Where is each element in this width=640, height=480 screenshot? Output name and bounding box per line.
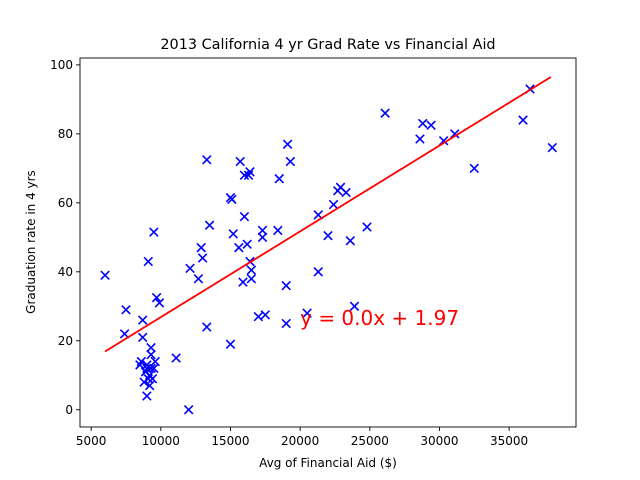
data-point <box>245 167 255 177</box>
x-tick-label: 5000 <box>76 434 107 448</box>
data-point <box>281 280 291 291</box>
x-axis: 5000 10000 15000 20000 25000 30000 35000 <box>76 427 528 448</box>
data-point <box>260 310 271 320</box>
data-point <box>146 363 156 374</box>
y-tick-label: 0 <box>65 403 73 417</box>
data-point <box>242 239 252 249</box>
data-point <box>137 315 148 325</box>
data-point <box>246 273 257 284</box>
plot-area <box>79 57 577 428</box>
y-tick-label: 80 <box>58 127 73 141</box>
data-point <box>415 134 425 144</box>
data-point <box>238 277 248 287</box>
x-tick-label: 15000 <box>211 434 249 448</box>
data-point <box>204 220 215 231</box>
chart-title: 2013 California 4 yr Grad Rate vs Financ… <box>160 37 495 53</box>
data-point <box>239 211 250 222</box>
data-point <box>426 120 436 131</box>
data-point <box>143 256 154 267</box>
y-axis-label: Graduation rate in 4 yrs <box>24 170 38 314</box>
data-point <box>147 373 158 384</box>
data-point <box>234 242 244 253</box>
y-tick-label: 60 <box>58 196 73 210</box>
data-point <box>100 270 110 281</box>
data-point <box>225 339 236 349</box>
data-point <box>323 230 333 241</box>
data-point <box>142 363 152 374</box>
data-point <box>137 332 148 343</box>
data-point <box>438 136 449 146</box>
data-point <box>146 349 156 360</box>
y-tick-label: 40 <box>58 265 73 279</box>
data-point <box>196 242 206 253</box>
data-point <box>349 301 360 312</box>
data-point <box>518 115 528 125</box>
data-point <box>328 199 339 210</box>
data-point <box>273 225 283 236</box>
data-point <box>185 263 195 274</box>
x-tick-label: 35000 <box>490 434 528 448</box>
data-point <box>171 353 181 363</box>
data-point <box>228 229 239 239</box>
data-points <box>100 84 558 415</box>
fit-equation-annotation: y = 0.0x + 1.97 <box>300 306 459 330</box>
y-tick-label: 20 <box>58 334 73 348</box>
data-point <box>154 298 165 308</box>
data-point <box>547 142 558 153</box>
x-tick-label: 25000 <box>351 434 389 448</box>
data-point <box>345 236 356 246</box>
data-point <box>281 318 291 329</box>
data-point <box>341 187 351 198</box>
data-point <box>469 163 480 174</box>
data-point <box>239 170 250 181</box>
data-point <box>253 311 264 322</box>
data-point <box>193 273 204 284</box>
data-point <box>202 322 212 332</box>
data-point <box>142 391 152 401</box>
data-point <box>257 232 268 243</box>
data-point <box>202 154 212 165</box>
plot-frame <box>79 57 577 428</box>
data-point <box>183 404 194 415</box>
trend-line-group <box>104 76 552 353</box>
data-point <box>197 253 208 263</box>
y-tick-label: 100 <box>50 58 73 72</box>
data-point <box>144 380 155 391</box>
x-tick-label: 10000 <box>142 434 180 448</box>
data-point <box>246 265 257 275</box>
data-point <box>146 342 156 353</box>
data-point <box>136 356 147 367</box>
data-point <box>380 108 390 118</box>
data-point <box>274 173 285 184</box>
data-point <box>227 194 237 205</box>
x-tick-label: 30000 <box>420 434 458 448</box>
data-point <box>417 118 428 129</box>
x-tick-label: 20000 <box>281 434 319 448</box>
trend-line <box>104 76 552 353</box>
data-point <box>313 267 324 277</box>
data-point <box>285 156 296 167</box>
data-point <box>257 225 268 236</box>
data-point <box>151 292 162 303</box>
data-point <box>362 222 372 232</box>
data-point <box>149 227 159 237</box>
y-axis: 0 20 40 60 80 100 <box>50 58 80 417</box>
data-point <box>235 156 245 167</box>
data-point <box>302 308 312 318</box>
data-point <box>450 129 460 139</box>
data-point <box>150 356 161 367</box>
data-point <box>121 304 131 315</box>
data-point <box>282 139 293 149</box>
x-axis-label: Avg of Financial Aid ($) <box>259 456 397 470</box>
